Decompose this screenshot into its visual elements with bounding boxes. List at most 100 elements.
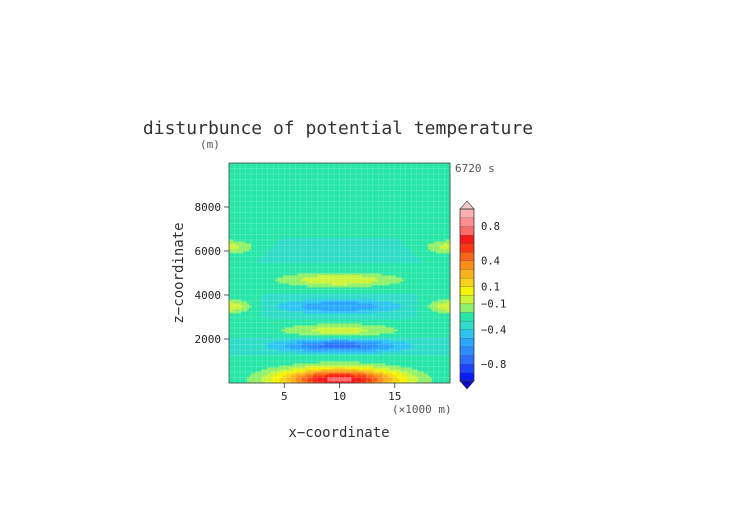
- field-cell: [427, 381, 431, 384]
- field-cell: [285, 375, 288, 378]
- field-cell: [345, 329, 348, 332]
- field-cell: [379, 379, 383, 382]
- field-cell: [437, 337, 441, 340]
- field-cell: [319, 365, 322, 368]
- field-cell: [363, 345, 367, 348]
- field-cell: [447, 369, 451, 372]
- field-cell: [271, 341, 274, 344]
- field-cell: [411, 331, 415, 334]
- field-cell: [441, 337, 445, 340]
- field-cell: [293, 337, 296, 340]
- field-cell: [347, 371, 350, 374]
- field-cell: [257, 367, 260, 370]
- field-cell: [369, 381, 373, 384]
- field-cell: [247, 337, 250, 340]
- field-cell: [429, 365, 433, 368]
- field-cell: [367, 367, 371, 370]
- field-cell: [441, 345, 445, 348]
- field-cell: [307, 379, 310, 382]
- field-cell: [433, 359, 437, 362]
- field-cell: [391, 381, 395, 384]
- field-cell: [357, 337, 360, 340]
- field-cell: [371, 357, 375, 360]
- field-cell: [333, 327, 336, 330]
- field-cell: [231, 343, 234, 346]
- field-cell: [233, 351, 236, 354]
- field-cell: [255, 359, 258, 362]
- field-cell: [365, 359, 369, 362]
- field-cell: [353, 373, 356, 376]
- field-cell: [351, 371, 354, 374]
- field-cell: [405, 329, 409, 332]
- field-cell: [397, 359, 401, 362]
- field-cell: [309, 351, 312, 354]
- field-cell: [229, 331, 232, 334]
- field-cell: [251, 369, 254, 372]
- field-cell: [261, 353, 264, 356]
- field-cell: [311, 343, 314, 346]
- field-cell: [317, 377, 320, 380]
- field-cell: [321, 355, 324, 358]
- field-cell: [409, 379, 413, 382]
- field-cell: [283, 339, 286, 342]
- field-cell: [355, 329, 358, 332]
- field-cell: [303, 335, 306, 338]
- field-cell: [363, 367, 367, 370]
- field-cell: [283, 349, 286, 352]
- field-cell: [355, 331, 358, 334]
- field-cell: [421, 327, 425, 330]
- field-cell: [439, 361, 443, 364]
- field-cell: [417, 335, 421, 338]
- field-cell: [325, 371, 328, 374]
- field-cell: [425, 329, 429, 332]
- field-cell: [387, 345, 391, 348]
- field-cell: [323, 375, 326, 378]
- field-cell: [333, 341, 336, 344]
- field-cell: [241, 371, 244, 374]
- field-cell: [249, 337, 252, 340]
- field-cell: [427, 353, 431, 356]
- field-cell: [381, 365, 385, 368]
- field-cell: [369, 373, 373, 376]
- field-cell: [279, 341, 282, 344]
- field-cell: [229, 327, 232, 330]
- field-cell: [335, 345, 338, 348]
- field-cell: [339, 355, 342, 358]
- field-cell: [353, 333, 356, 336]
- field-cell: [263, 331, 266, 334]
- field-cell: [255, 379, 258, 382]
- field-cell: [257, 365, 260, 368]
- field-cell: [309, 381, 312, 384]
- field-cell: [445, 339, 449, 342]
- field-cell: [385, 345, 389, 348]
- field-cell: [241, 335, 244, 338]
- field-cell: [419, 373, 423, 376]
- field-cell: [335, 371, 338, 374]
- field-cell: [369, 371, 373, 374]
- field-cell: [377, 335, 381, 338]
- field-cell: [251, 359, 254, 362]
- field-cell: [303, 357, 306, 360]
- field-cell: [293, 367, 296, 370]
- field-cell: [241, 365, 244, 368]
- field-cell: [377, 369, 381, 372]
- field-cell: [395, 335, 399, 338]
- field-cell: [245, 371, 248, 374]
- field-cell: [447, 379, 451, 382]
- field-cell: [385, 379, 389, 382]
- field-cell: [399, 361, 403, 364]
- field-cell: [425, 351, 429, 354]
- field-cell: [251, 357, 254, 360]
- field-cell: [309, 357, 312, 360]
- field-cell: [255, 327, 258, 330]
- field-cell: [233, 339, 236, 342]
- field-cell: [275, 333, 278, 336]
- field-cell: [319, 363, 322, 366]
- field-cell: [305, 331, 308, 334]
- field-cell: [363, 377, 367, 380]
- field-cell: [309, 331, 312, 334]
- field-cell: [351, 379, 354, 382]
- field-cell: [329, 359, 332, 362]
- field-cell: [329, 379, 332, 382]
- field-cell: [385, 355, 389, 358]
